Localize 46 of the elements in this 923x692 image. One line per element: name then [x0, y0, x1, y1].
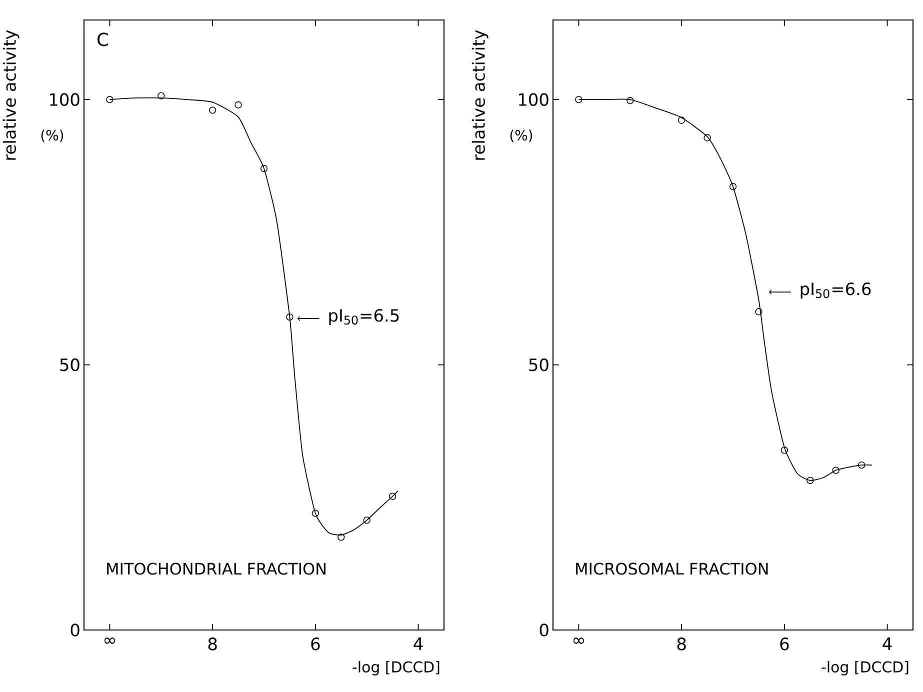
point	[704, 134, 711, 142]
y-tick-label: 50	[529, 358, 548, 372]
x-tick-label: ∞	[104, 638, 115, 644]
y-tick-label: 100	[519, 93, 548, 106]
text: (%)	[41, 130, 64, 142]
point	[234, 101, 242, 108]
point	[260, 164, 268, 172]
point	[338, 534, 345, 541]
y-tick-label: 50	[60, 358, 80, 372]
y-axis-title: relative activity	[2, 30, 20, 160]
x-tick-label: 8	[677, 638, 686, 650]
annotation: pI$_{50}$=6.6	[800, 282, 871, 299]
point	[286, 313, 294, 321]
point	[678, 116, 686, 124]
point	[858, 461, 866, 469]
point	[575, 96, 582, 104]
text: (%)	[510, 130, 532, 142]
x-tick-label: 4	[414, 638, 423, 650]
x-tick-label: 4	[882, 638, 892, 650]
annotation: C	[98, 32, 108, 46]
text: MICROSOMAL FRACTION	[576, 562, 768, 575]
x-axis-title: -log [DCCD]	[352, 660, 440, 676]
point	[388, 492, 396, 500]
point	[806, 476, 814, 484]
point	[363, 516, 370, 524]
point	[208, 106, 216, 114]
line-series	[578, 98, 872, 481]
point	[729, 182, 737, 190]
point	[106, 96, 114, 104]
point	[158, 92, 165, 100]
x-tick-label: ∞	[573, 638, 584, 644]
point	[312, 510, 320, 517]
point	[832, 466, 840, 474]
y-axis-title: relative activity	[472, 30, 488, 160]
point	[626, 97, 634, 104]
y-tick-label: 100	[50, 93, 80, 106]
y-tick-label: 0	[70, 624, 80, 636]
text: MITOCHONDRIAL FRACTION	[107, 562, 326, 575]
x-tick-label: 6	[780, 638, 789, 650]
annotation: pI$_{50}$=6.5	[329, 308, 399, 326]
x-axis-title: -log [DCCD]	[822, 660, 908, 676]
x-tick-label: 8	[208, 638, 217, 650]
point	[755, 308, 762, 316]
y-tick-label: 0	[540, 624, 548, 636]
point	[780, 446, 788, 454]
x-tick-label: 6	[311, 638, 320, 650]
